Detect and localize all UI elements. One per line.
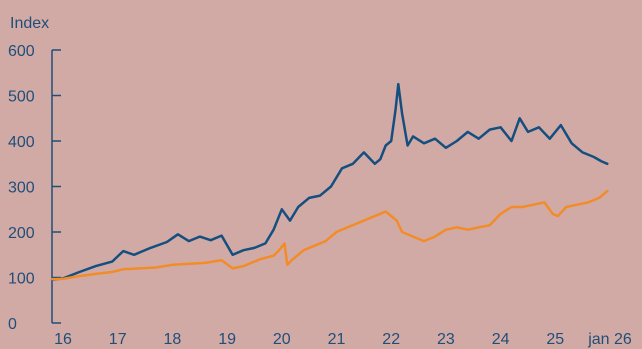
series-line-2 [50,189,609,281]
y-tick-label: 600 [8,43,35,60]
y-tick-label: 400 [8,134,35,151]
y-tick-label: 500 [8,89,35,106]
x-tick-label: 25 [546,331,564,348]
x-tick-label: 17 [109,331,127,348]
x-tick-label: 24 [492,331,510,348]
x-tick-label: 20 [273,331,291,348]
y-axis-title: Index [10,15,49,32]
x-axis: 16 17 18 19 20 21 22 23 24 25 jan 26 [54,331,632,348]
x-tick-label: 16 [54,331,72,348]
y-tick-label: 0 [8,316,17,333]
y-tick-label: 300 [8,180,35,197]
x-tick-label: jan 26 [587,331,632,348]
y-axis: 0 100 200 300 400 500 600 [8,43,61,333]
x-tick-label: 18 [164,331,182,348]
y-tick-label: 200 [8,225,35,242]
series-line-1 [50,82,609,282]
series-layer [50,82,609,282]
y-tick-label: 100 [8,271,35,288]
x-tick-label: 19 [218,331,236,348]
x-tick-label: 21 [328,331,346,348]
x-tick-label: 23 [437,331,455,348]
x-tick-label: 22 [382,331,400,348]
